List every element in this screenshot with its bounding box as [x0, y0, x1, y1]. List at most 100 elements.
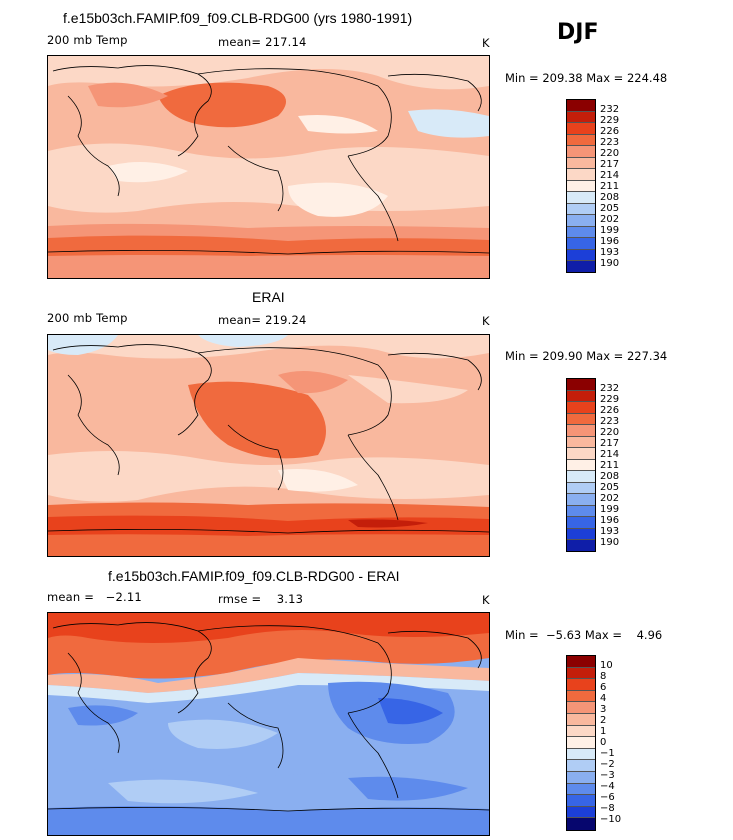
colorbar-label: −6 [600, 792, 615, 803]
colorbar-box [567, 203, 595, 215]
colorbar-box [567, 771, 595, 784]
colorbar-box [567, 656, 595, 668]
panel3-mean: mean = −2.11 [47, 590, 142, 604]
colorbar-label: 8 [600, 671, 607, 682]
colorbar-label: 193 [600, 247, 620, 258]
colorbar-label: 208 [600, 192, 620, 203]
colorbar-label: 211 [600, 181, 620, 192]
colorbar-label: 220 [600, 148, 620, 159]
colorbar-box [567, 690, 595, 703]
panel2-variable: 200 mb Temp [47, 311, 128, 325]
colorbar-box [567, 425, 595, 437]
colorbar-box [567, 471, 595, 483]
panel1-mean: mean= 217.14 [218, 35, 307, 49]
colorbar-label: −4 [600, 781, 615, 792]
colorbar-label: 214 [600, 449, 620, 460]
colorbar-box [567, 482, 595, 494]
colorbar-box [567, 818, 595, 830]
panel3-units: K [482, 593, 490, 607]
colorbar-box [567, 540, 595, 551]
panel1-minmax: Min = 209.38 Max = 224.48 [505, 71, 668, 85]
colorbar-label: −8 [600, 803, 615, 814]
colorbar-box [567, 748, 595, 761]
colorbar-label: 226 [600, 405, 620, 416]
colorbar-box [567, 180, 595, 192]
panel1-map [47, 55, 490, 279]
colorbar-box [567, 249, 595, 261]
colorbar-label: 10 [600, 660, 613, 671]
colorbar-label: 226 [600, 126, 620, 137]
colorbar-box [567, 192, 595, 204]
colorbar-box [567, 111, 595, 123]
colorbar-box [567, 806, 595, 819]
colorbar-label: −2 [600, 759, 615, 770]
colorbar-box [567, 517, 595, 529]
colorbar-label: 220 [600, 427, 620, 438]
colorbar-label: −1 [600, 748, 615, 759]
panel3-colorbar [566, 655, 596, 831]
colorbar-box [567, 215, 595, 227]
colorbar-box [567, 783, 595, 796]
colorbar-label: 4 [600, 693, 607, 704]
colorbar-box [567, 379, 595, 391]
colorbar-label: 190 [600, 258, 620, 269]
panel2-map [47, 334, 490, 557]
colorbar-label: 0 [600, 737, 607, 748]
colorbar-box [567, 737, 595, 749]
colorbar-box [567, 169, 595, 181]
panel1-variable: 200 mb Temp [47, 33, 128, 47]
colorbar-label: 217 [600, 159, 620, 170]
colorbar-label: 199 [600, 225, 620, 236]
colorbar-box [567, 448, 595, 460]
colorbar-box [567, 679, 595, 691]
colorbar-label: 229 [600, 115, 620, 126]
colorbar-label: 232 [600, 104, 620, 115]
panel1-units: K [482, 36, 490, 50]
colorbar-label: 196 [600, 236, 620, 247]
panel3-minmax: Min = −5.63 Max = 4.96 [505, 628, 663, 642]
panel2-minmax: Min = 209.90 Max = 227.34 [505, 349, 668, 363]
season-label: DJF [557, 20, 599, 45]
colorbar-box [567, 702, 595, 714]
colorbar-label: 202 [600, 493, 620, 504]
colorbar-label: 223 [600, 137, 620, 148]
colorbar-label: 214 [600, 170, 620, 181]
panel2-colorbar [566, 378, 596, 552]
colorbar-box [567, 226, 595, 238]
colorbar-label: 205 [600, 482, 620, 493]
panel3-rmse: rmse = 3.13 [218, 592, 304, 606]
colorbar-box [567, 402, 595, 414]
colorbar-box [567, 390, 595, 402]
panel2-units: K [482, 314, 490, 328]
colorbar-label: −10 [600, 814, 622, 825]
colorbar-label: 211 [600, 460, 620, 471]
colorbar-label: 6 [600, 682, 607, 693]
colorbar-box [567, 494, 595, 506]
colorbar-label: 199 [600, 504, 620, 515]
colorbar-box [567, 436, 595, 448]
colorbar-label: 202 [600, 214, 620, 225]
colorbar-box [567, 100, 595, 112]
colorbar-label: 229 [600, 394, 620, 405]
colorbar-label: 190 [600, 537, 620, 548]
colorbar-label: 223 [600, 416, 620, 427]
colorbar-box [567, 505, 595, 517]
colorbar-label: 193 [600, 526, 620, 537]
colorbar-box [567, 725, 595, 738]
colorbar-label: 232 [600, 383, 620, 394]
colorbar-box [567, 528, 595, 540]
colorbar-label: −3 [600, 770, 615, 781]
colorbar-label: 196 [600, 515, 620, 526]
colorbar-label: 208 [600, 471, 620, 482]
colorbar-box [567, 760, 595, 772]
panel3-colorbar-labels: 10 8 6 4 3 2 1 0 −1 −2 −3 −4 −6 −8 −10 [600, 660, 621, 825]
colorbar-label: 1 [600, 726, 607, 737]
colorbar-box [567, 459, 595, 471]
colorbar-box [567, 123, 595, 135]
colorbar-label: 2 [600, 715, 607, 726]
panel2-colorbar-labels: 232 229 226 223 220 217 214 211 208 205 … [600, 383, 619, 548]
colorbar-label: 205 [600, 203, 620, 214]
colorbar-box [567, 795, 595, 807]
colorbar-box [567, 713, 595, 726]
colorbar-box [567, 261, 595, 272]
